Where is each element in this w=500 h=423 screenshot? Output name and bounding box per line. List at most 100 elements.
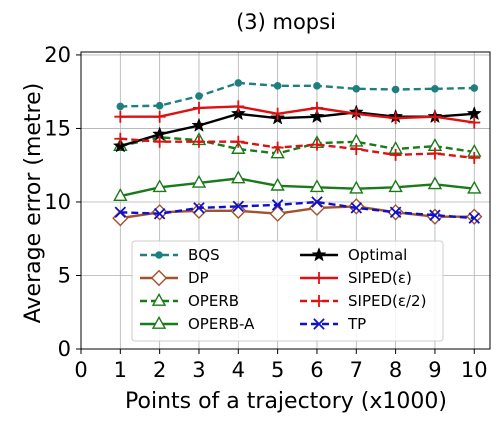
series-line <box>120 200 475 220</box>
x-tick-label: 2 <box>153 358 166 382</box>
legend-label: DP <box>188 269 209 287</box>
data-point <box>470 84 479 92</box>
legend-marker <box>313 318 325 330</box>
series-line <box>120 105 475 124</box>
axes: 0 1 2 3 4 5 6 7 8 9 10 0 5 10 15 20 <box>44 43 491 382</box>
data-point <box>273 82 282 90</box>
x-tick-label: 5 <box>271 358 284 382</box>
data-point <box>153 207 166 220</box>
legend-marker <box>313 272 325 284</box>
data-point <box>116 102 125 111</box>
y-tick-label: 20 <box>44 43 71 67</box>
legend-marker <box>311 247 327 262</box>
data-point <box>428 110 441 123</box>
data-point <box>271 141 284 154</box>
data-point <box>190 202 208 219</box>
data-point <box>389 206 402 218</box>
data-point <box>232 200 245 213</box>
series-operb-a <box>113 170 482 201</box>
data-point <box>112 138 128 153</box>
legend-label: OPERB-A <box>188 315 255 333</box>
data-point <box>231 170 246 184</box>
legend-marker <box>151 315 167 329</box>
legend: BQS DP OPERB OPERB-A Optimal SIPED(ε) SIPED(ε/… <box>131 240 444 342</box>
series-bqs <box>116 79 479 111</box>
data-point <box>234 79 243 87</box>
data-point <box>270 177 285 191</box>
data-point <box>271 107 284 120</box>
data-point <box>193 202 205 214</box>
data-point <box>350 143 363 156</box>
data-point <box>114 110 127 123</box>
series-line <box>120 136 475 155</box>
data-point <box>311 196 323 208</box>
x-axis-label: Points of a trajectory (x1000) <box>125 389 447 414</box>
data-point <box>468 116 481 129</box>
data-point <box>391 85 400 94</box>
data-point <box>114 206 127 218</box>
data-point <box>309 179 325 193</box>
data-point <box>191 117 207 132</box>
legend-marker <box>150 269 168 287</box>
data-point <box>352 84 361 93</box>
data-point <box>468 212 481 224</box>
series-tp <box>114 196 481 224</box>
y-tick-label: 10 <box>44 190 71 214</box>
x-tick-label: 0 <box>74 358 87 382</box>
y-tick-label: 0 <box>58 337 71 361</box>
data-point <box>230 105 246 121</box>
data-point <box>466 208 483 225</box>
x-tick-label: 7 <box>350 358 363 382</box>
legend-marker <box>151 292 167 306</box>
series-group <box>112 79 483 227</box>
x-tick-label: 6 <box>310 358 323 382</box>
data-point <box>310 101 323 114</box>
data-point <box>389 112 402 125</box>
y-tick-label: 15 <box>44 116 71 140</box>
data-point <box>428 147 441 160</box>
x-tick-label: 3 <box>192 358 205 382</box>
legend-marker <box>155 251 163 259</box>
data-point <box>195 92 203 100</box>
legend-box <box>131 240 444 342</box>
data-point <box>152 179 167 193</box>
data-point <box>350 107 363 120</box>
series-line <box>120 177 475 198</box>
series-operb <box>113 129 482 159</box>
data-point <box>232 100 245 113</box>
y-tick-label: 5 <box>58 263 71 287</box>
data-point <box>232 135 245 148</box>
x-tick-label: 10 <box>461 358 488 382</box>
series-siped-2- <box>114 132 481 164</box>
data-point <box>153 135 166 148</box>
data-point <box>313 82 321 90</box>
data-point <box>271 199 284 211</box>
data-point <box>192 135 205 148</box>
data-point <box>309 108 325 124</box>
data-point <box>350 202 363 214</box>
data-point <box>153 110 166 123</box>
legend-label: SIPED(ε) <box>348 269 412 287</box>
data-point <box>389 148 402 161</box>
data-point <box>191 174 207 188</box>
y-axis-label: Average error (metre) <box>21 83 46 323</box>
data-point <box>114 132 127 145</box>
legend-label: SIPED(ε/2) <box>348 292 426 310</box>
data-point <box>231 140 246 154</box>
data-point <box>192 101 205 114</box>
series-siped- <box>114 100 481 129</box>
data-point <box>349 180 364 194</box>
legend-label: BQS <box>188 246 220 264</box>
x-tick-label: 4 <box>232 358 245 382</box>
x-tick-label: 9 <box>428 358 441 382</box>
series-line <box>120 81 475 108</box>
series-line <box>120 137 475 160</box>
data-point <box>155 101 164 110</box>
data-point <box>431 84 439 93</box>
data-point <box>269 205 286 222</box>
data-point <box>308 199 326 217</box>
x-tick-label: 1 <box>114 358 127 382</box>
data-point <box>112 209 129 227</box>
